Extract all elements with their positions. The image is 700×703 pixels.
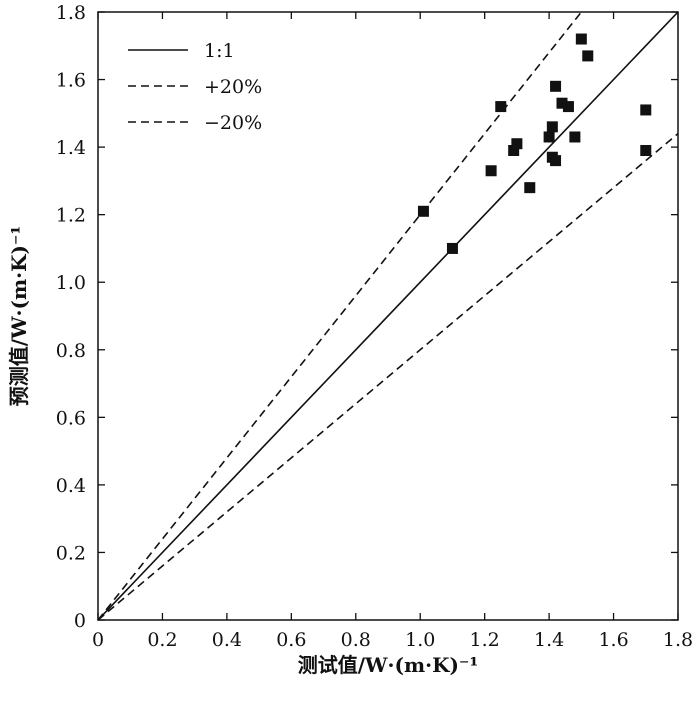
legend-label-0: 1:1 (204, 40, 235, 62)
x-tick-label: 1.0 (405, 629, 435, 651)
axes: 0 0.2 0.4 0.6 0.8 1.0 1.2 1.4 1.6 1.8 0 0.2 0.4 0.6 0.… (56, 2, 693, 651)
plot-frame (97, 11, 679, 621)
y-tick-label: 0.2 (56, 542, 86, 564)
data-point-12 (556, 97, 568, 109)
y-tick-label: 0.4 (56, 475, 86, 497)
plot-area (97, 11, 679, 621)
series-line-2 (98, 132, 678, 620)
x-tick-label: 0.6 (276, 629, 306, 651)
data-points (417, 33, 652, 254)
y-tick-label: 1.2 (56, 205, 86, 227)
series-line-1 (98, 12, 582, 620)
legend-label-1: +20% (204, 76, 262, 98)
data-point-1 (446, 242, 458, 254)
data-point-0 (417, 205, 429, 217)
x-tick-label: 0.8 (341, 629, 371, 651)
y-tick-label: 1.4 (56, 137, 86, 159)
data-point-13 (562, 101, 574, 113)
y-tick-label: 1.6 (56, 70, 86, 92)
x-axis-title: 测试值/W·(m·K)⁻¹ (298, 653, 478, 677)
x-tick-label: 1.6 (598, 629, 628, 651)
x-tick-label: 1.2 (470, 629, 500, 651)
x-tick-label: 0 (92, 629, 104, 651)
y-tick-label: 0.6 (56, 407, 86, 429)
data-point-6 (524, 182, 536, 194)
data-point-17 (640, 104, 652, 116)
reference-lines (98, 12, 678, 620)
legend: 1:1 +20% −20% (128, 40, 262, 134)
data-point-16 (582, 50, 594, 62)
x-tick-label: 1.8 (663, 629, 693, 651)
data-point-3 (495, 101, 507, 113)
data-point-10 (550, 80, 562, 92)
series-line-0 (98, 12, 678, 620)
data-point-15 (575, 33, 587, 45)
data-point-7 (543, 131, 555, 143)
y-axis-title: 预测值/W·(m·K)⁻¹ (7, 226, 31, 406)
x-tick-label: 1.4 (534, 629, 564, 651)
data-point-11 (550, 155, 562, 167)
data-point-14 (569, 131, 581, 143)
legend-label-2: −20% (204, 112, 262, 134)
y-tick-label: 0 (74, 610, 86, 632)
y-tick-label: 1.0 (56, 272, 86, 294)
data-point-9 (546, 121, 558, 133)
y-tick-label: 0.8 (56, 340, 86, 362)
x-tick-label: 0.2 (147, 629, 177, 651)
data-point-5 (511, 138, 523, 150)
data-point-4 (508, 144, 520, 156)
y-tick-label: 1.8 (56, 2, 86, 24)
x-tick-label: 0.4 (212, 629, 242, 651)
data-point-18 (640, 144, 652, 156)
data-point-2 (485, 165, 497, 177)
